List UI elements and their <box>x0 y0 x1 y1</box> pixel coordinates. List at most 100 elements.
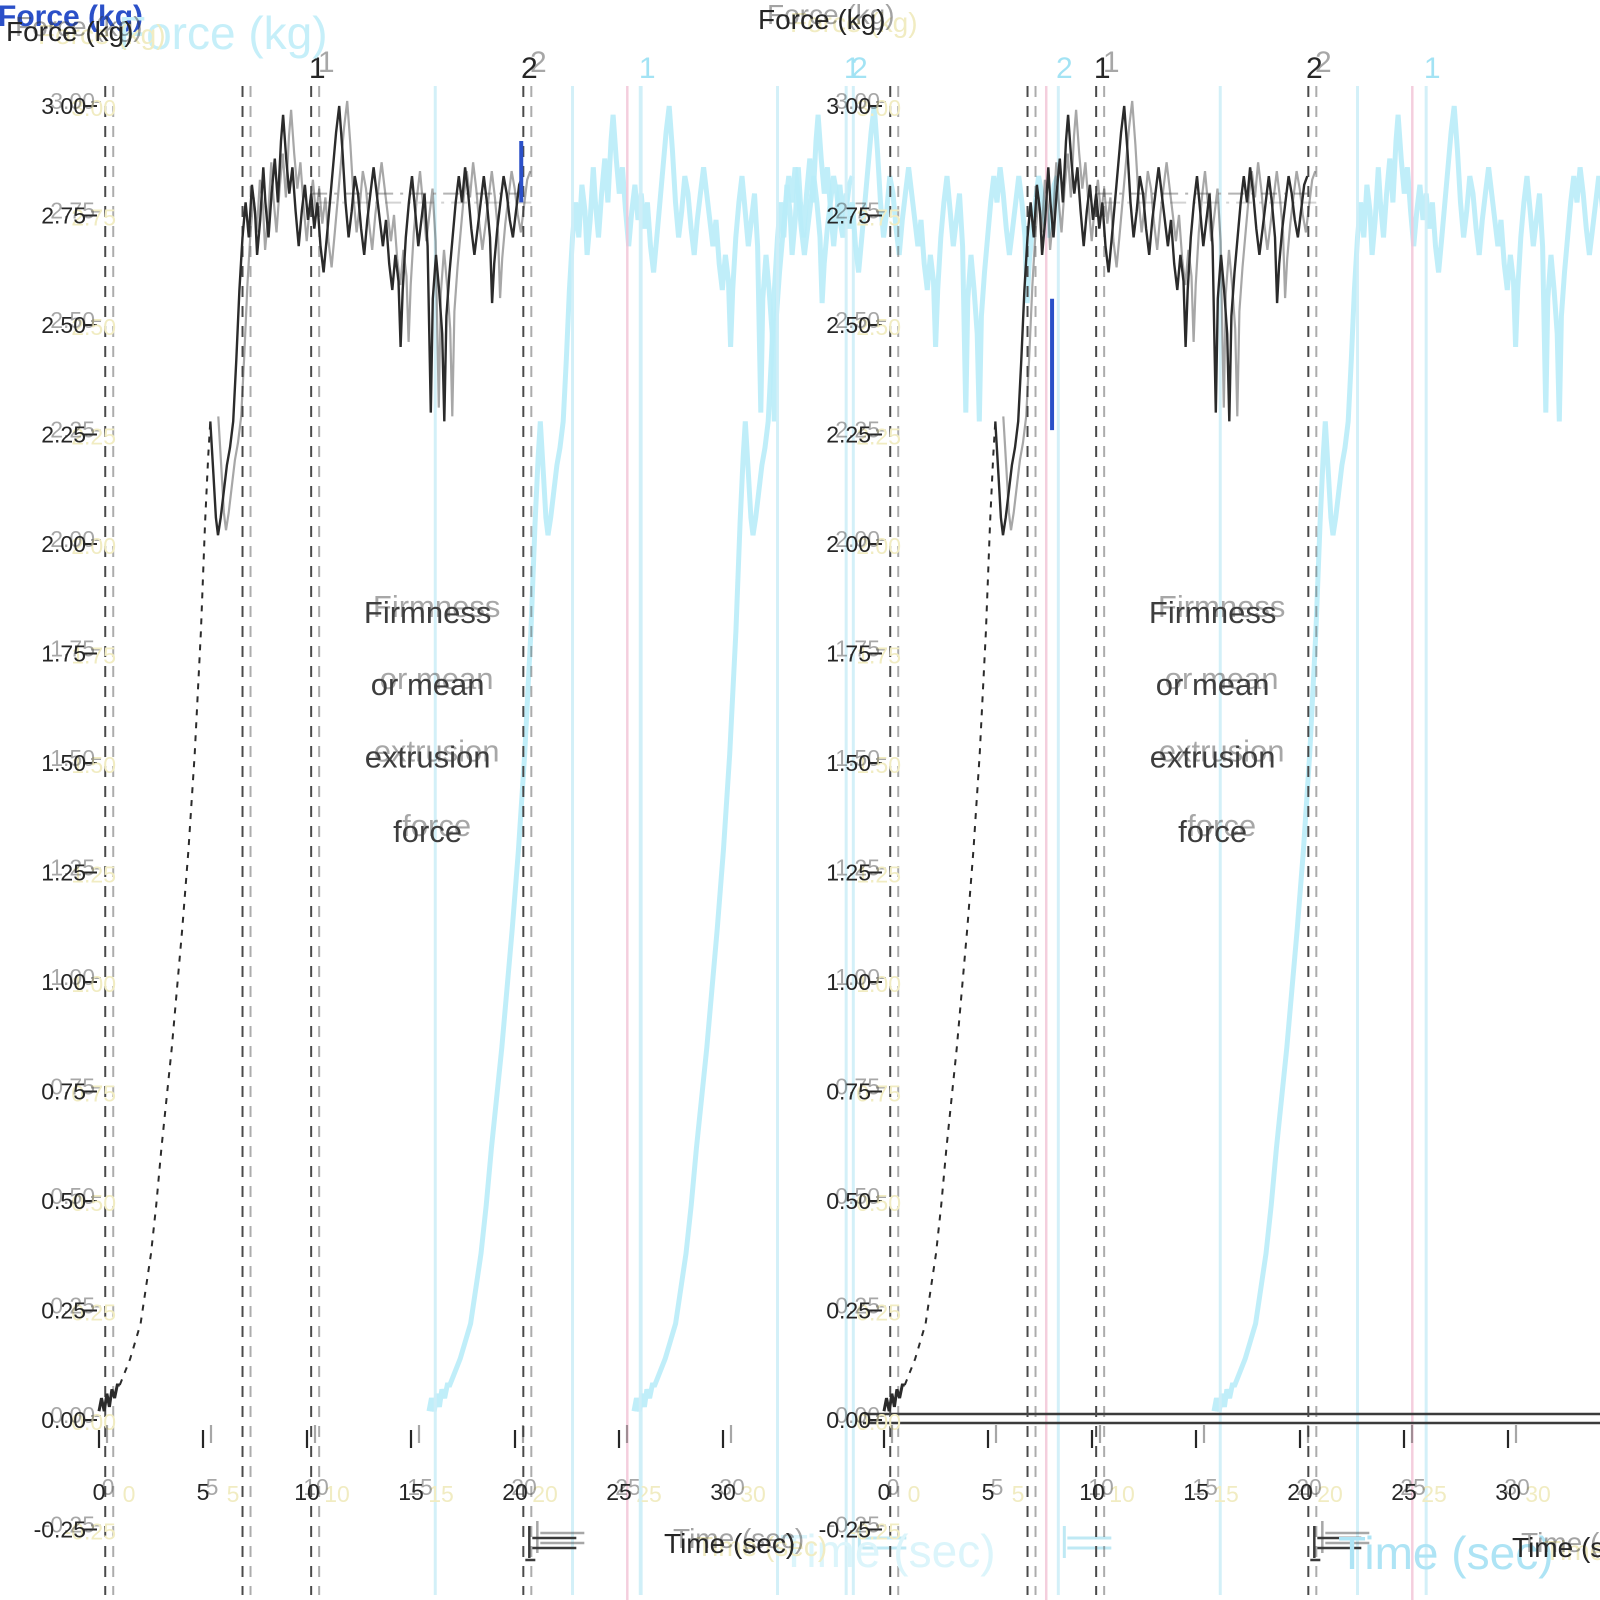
anchor-label-ghost: 2 <box>1315 46 1332 79</box>
x-tick-label-ghost: 30 <box>719 1474 745 1500</box>
y-tick-label-ghost: 2.50 <box>50 307 95 333</box>
y-tick-label: 1.00 <box>826 969 871 995</box>
y-tick-label: -0.25 <box>34 1517 86 1543</box>
y-tick-label: 0.25 <box>41 1298 86 1324</box>
y-tick-label-ghost: 0.25 <box>856 1300 901 1326</box>
y-tick-label: 0.75 <box>826 1079 871 1105</box>
anchor-marker-icon[interactable] <box>1310 1526 1362 1562</box>
y-tick-label-ghost: 2.00 <box>50 526 95 552</box>
x-tick-label: 25 <box>606 1479 632 1505</box>
time-axis-title-right: Time (sec) <box>1512 1532 1600 1563</box>
y-tick-label-ghost: 2.50 <box>835 307 880 333</box>
y-tick-label-ghost: 2.75 <box>856 205 901 231</box>
anchor-label-2[interactable]: 2 <box>521 52 538 85</box>
y-tick-label-ghost: 3.00 <box>835 88 880 114</box>
x-tick-label-ghost: 0 <box>887 1474 900 1500</box>
y-tick-label-ghost: -0.25 <box>43 1512 95 1538</box>
y-tick-label-ghost: 1.75 <box>856 643 901 669</box>
time-axis-title-ghost-right: Time (sec) <box>1338 1527 1554 1579</box>
y-tick-label-ghost: 1.00 <box>856 971 901 997</box>
y-tick-label: 2.75 <box>41 203 86 229</box>
y-tick-label: 0.00 <box>826 1407 871 1433</box>
x-tick-label: 30 <box>710 1479 736 1505</box>
y-tick-label-ghost: 1.50 <box>71 752 116 778</box>
anchor-label-ghost: 1 <box>1103 46 1120 79</box>
force-axis-title-right: Force (kg) <box>758 4 886 35</box>
x-tick-label-ghost: 10 <box>1109 1481 1135 1507</box>
y-tick-label-ghost: 0.75 <box>71 1081 116 1107</box>
force-curve-baseline <box>97 1383 120 1412</box>
y-tick-label: 1.00 <box>41 969 86 995</box>
annotation-line-ghost: force <box>1187 808 1256 843</box>
y-tick-label-ghost: 3.00 <box>856 95 901 121</box>
y-tick-label-ghost: -0.25 <box>828 1512 880 1538</box>
y-tick-label: 0.00 <box>41 1407 86 1433</box>
x-tick-label: 0 <box>93 1479 106 1505</box>
y-tick-label-ghost: 2.25 <box>856 424 901 450</box>
force-curve-approach <box>118 421 212 1386</box>
y-tick-label-ghost: 2.00 <box>856 533 901 559</box>
y-tick-label: 2.50 <box>41 312 86 338</box>
x-tick-label-ghost: 20 <box>1296 1474 1322 1500</box>
x-tick-label-ghost: 10 <box>303 1474 329 1500</box>
x-tick-label-ghost: 25 <box>1400 1474 1426 1500</box>
x-tick-label-ghost: 0 <box>102 1474 115 1500</box>
y-tick-label: 2.75 <box>826 203 871 229</box>
y-tick-label-ghost: 1.25 <box>50 855 95 881</box>
anchor-label-1[interactable]: 1 <box>1094 52 1111 85</box>
x-tick-label: 20 <box>502 1479 528 1505</box>
y-tick-label-ghost: 0.25 <box>50 1293 95 1319</box>
y-tick-label: 3.00 <box>826 93 871 119</box>
x-tick-label: 5 <box>982 1479 995 1505</box>
time-axis-title-left: Time (sec) <box>664 1528 796 1559</box>
x-tick-label: 25 <box>1391 1479 1417 1505</box>
y-tick-label: 2.50 <box>826 312 871 338</box>
y-tick-label-ghost: 3.00 <box>50 88 95 114</box>
y-tick-label-ghost: 1.25 <box>835 855 880 881</box>
x-tick-label-ghost: 0 <box>123 1481 136 1507</box>
annotation-line: force <box>393 814 462 849</box>
y-tick-label-ghost: 1.75 <box>71 643 116 669</box>
x-tick-label-ghost: 5 <box>206 1474 219 1500</box>
y-tick-label-ghost: 1.50 <box>856 752 901 778</box>
y-tick-label: 3.00 <box>41 93 86 119</box>
annotation-line-ghost: or mean <box>380 661 494 696</box>
force-axis-title-left: Force (kg) <box>6 16 134 47</box>
annotation-line-ghost: or mean <box>1165 661 1279 696</box>
x-tick-label-ghost: 30 <box>1504 1474 1530 1500</box>
annotation-line-ghost: force <box>402 808 471 843</box>
force-curve-baseline <box>882 1383 905 1412</box>
ghost-anchor-label: 2 <box>851 52 868 85</box>
anchor-label-1[interactable]: 1 <box>309 52 326 85</box>
x-tick-label-ghost: 20 <box>1317 1481 1343 1507</box>
y-tick-label-ghost: 0.75 <box>835 1074 880 1100</box>
y-tick-label-ghost: 1.50 <box>835 745 880 771</box>
x-tick-label-ghost: 15 <box>428 1481 454 1507</box>
ghost-force-curve <box>631 105 1060 1412</box>
y-tick-label-ghost: 3.00 <box>71 95 116 121</box>
y-tick-label-ghost: 2.00 <box>835 526 880 552</box>
anchor-marker-icon[interactable] <box>525 1526 577 1562</box>
y-tick-label: 0.25 <box>826 1298 871 1324</box>
annotation-line: or mean <box>1156 667 1270 702</box>
y-tick-label: 2.00 <box>826 531 871 557</box>
force-curve-approach <box>903 421 997 1386</box>
annotation-line-ghost: extrusion <box>374 733 500 768</box>
annotation-line: extrusion <box>1150 739 1276 774</box>
annotation-line-ghost: Firmness <box>373 589 500 624</box>
x-tick-label-ghost: 15 <box>1213 1481 1239 1507</box>
y-tick-label: 1.25 <box>826 860 871 886</box>
annotation-line: extrusion <box>365 739 491 774</box>
y-tick-label: 0.50 <box>41 1188 86 1214</box>
anchor-label-2[interactable]: 2 <box>1306 52 1323 85</box>
x-tick-label-ghost: 5 <box>991 1474 1004 1500</box>
y-tick-label-ghost: 2.50 <box>856 314 901 340</box>
x-tick-label: 10 <box>1079 1479 1105 1505</box>
x-tick-label: 15 <box>398 1479 424 1505</box>
anchor-label-ghost: 1 <box>318 46 335 79</box>
y-tick-label-ghost: 0.75 <box>856 1081 901 1107</box>
y-tick-label-ghost: 0.50 <box>50 1183 95 1209</box>
y-tick-label-ghost: -0.25 <box>64 1519 116 1545</box>
x-tick-label-ghost: 15 <box>407 1474 433 1500</box>
y-tick-label-ghost: 1.00 <box>835 964 880 990</box>
